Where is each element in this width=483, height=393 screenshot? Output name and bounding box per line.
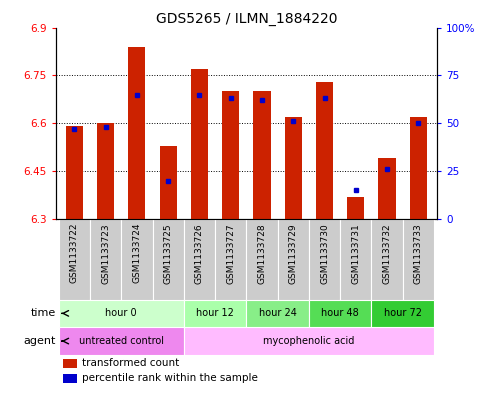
Bar	[215, 219, 246, 299]
Bar	[347, 196, 364, 219]
Bar	[371, 219, 403, 299]
Text: hour 0: hour 0	[105, 309, 137, 318]
Bar	[58, 299, 184, 327]
Bar	[66, 127, 83, 219]
Text: hour 24: hour 24	[259, 309, 297, 318]
Text: GSM1133732: GSM1133732	[383, 223, 392, 284]
Bar	[58, 219, 90, 299]
Text: hour 48: hour 48	[321, 309, 359, 318]
Text: hour 12: hour 12	[196, 309, 234, 318]
Bar	[284, 117, 302, 219]
Text: GSM1133725: GSM1133725	[164, 223, 172, 284]
Text: GSM1133733: GSM1133733	[414, 223, 423, 284]
Text: GSM1133727: GSM1133727	[226, 223, 235, 284]
Bar	[97, 123, 114, 219]
Bar	[191, 69, 208, 219]
Bar	[316, 82, 333, 219]
Text: GSM1133729: GSM1133729	[289, 223, 298, 284]
Bar	[309, 299, 371, 327]
Text: untreated control: untreated control	[79, 336, 164, 346]
Bar	[254, 91, 270, 219]
Text: GSM1133724: GSM1133724	[132, 223, 142, 283]
Bar	[309, 219, 340, 299]
Text: percentile rank within the sample: percentile rank within the sample	[82, 373, 258, 383]
Text: transformed count: transformed count	[82, 358, 180, 368]
Text: GSM1133722: GSM1133722	[70, 223, 79, 283]
Text: hour 72: hour 72	[384, 309, 422, 318]
Text: GSM1133723: GSM1133723	[101, 223, 110, 284]
Title: GDS5265 / ILMN_1884220: GDS5265 / ILMN_1884220	[156, 13, 337, 26]
Bar	[184, 219, 215, 299]
Text: agent: agent	[24, 336, 56, 346]
Bar	[63, 358, 76, 367]
Bar	[128, 47, 145, 219]
Bar	[403, 219, 434, 299]
Bar	[222, 91, 239, 219]
Text: GSM1133726: GSM1133726	[195, 223, 204, 284]
Bar	[246, 219, 278, 299]
Bar	[278, 219, 309, 299]
Bar	[121, 219, 153, 299]
Text: GSM1133728: GSM1133728	[257, 223, 267, 284]
Bar	[184, 299, 246, 327]
Text: mycophenolic acid: mycophenolic acid	[263, 336, 355, 346]
Bar	[379, 158, 396, 219]
Bar	[410, 117, 427, 219]
Bar	[246, 299, 309, 327]
Bar	[90, 219, 121, 299]
Bar	[153, 219, 184, 299]
Bar	[340, 219, 371, 299]
Bar	[58, 327, 184, 355]
Text: GSM1133731: GSM1133731	[351, 223, 360, 284]
Text: time: time	[31, 309, 56, 318]
Bar	[63, 374, 76, 383]
Bar	[371, 299, 434, 327]
Bar	[159, 145, 177, 219]
Bar	[184, 327, 434, 355]
Text: GSM1133730: GSM1133730	[320, 223, 329, 284]
